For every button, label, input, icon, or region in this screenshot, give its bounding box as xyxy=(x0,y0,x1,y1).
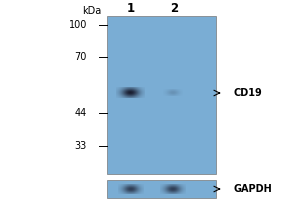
Text: CD19: CD19 xyxy=(234,88,263,98)
Text: 70: 70 xyxy=(75,52,87,62)
Text: 33: 33 xyxy=(75,141,87,151)
Text: 44: 44 xyxy=(75,108,87,118)
Bar xyxy=(106,16,216,174)
Text: kDa: kDa xyxy=(82,6,101,16)
Text: GAPDH: GAPDH xyxy=(234,184,273,194)
Text: 100: 100 xyxy=(69,20,87,30)
Bar xyxy=(106,180,216,198)
Text: 2: 2 xyxy=(170,2,178,16)
Text: 1: 1 xyxy=(126,2,135,16)
